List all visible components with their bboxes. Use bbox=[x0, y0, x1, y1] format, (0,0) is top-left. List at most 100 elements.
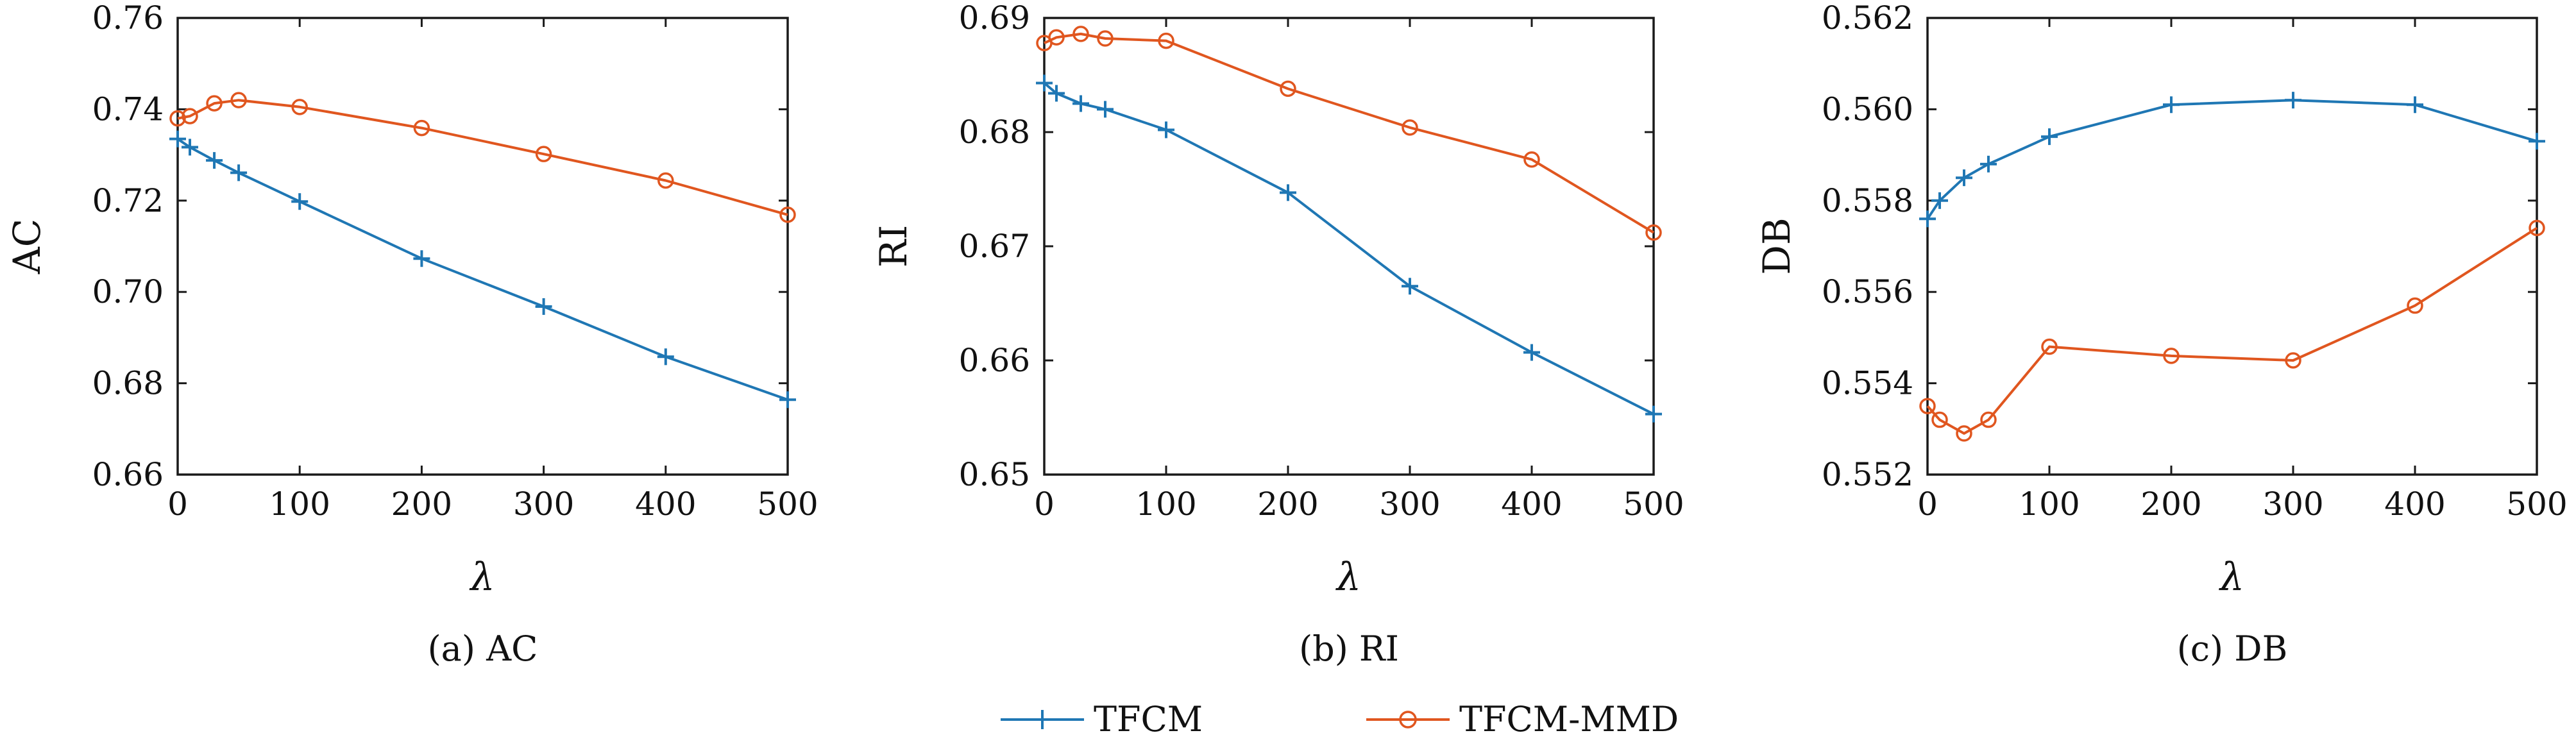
data-point-tfcm-mmd bbox=[1158, 32, 1174, 49]
x-tick-label: 500 bbox=[757, 485, 818, 523]
data-point-tfcm-mmd bbox=[1048, 29, 1065, 46]
series-line-tfcm-mmd bbox=[177, 99, 788, 216]
y-tick-label: 0.68 bbox=[92, 365, 164, 402]
y-axis-label: AC bbox=[5, 219, 49, 274]
data-point-tfcm bbox=[1402, 278, 1418, 295]
data-point-tfcm bbox=[2407, 96, 2423, 114]
y-tick-label: 0.70 bbox=[92, 273, 164, 310]
data-point-tfcm-mmd bbox=[291, 99, 308, 115]
x-axis-label: λ bbox=[469, 555, 495, 600]
x-tick-label: 500 bbox=[2506, 485, 2567, 523]
x-tick-label: 300 bbox=[513, 485, 574, 523]
data-point-tfcm-mmd bbox=[1280, 80, 1296, 97]
legend: TFCM TFCM-MMD bbox=[1001, 699, 1679, 739]
y-axis-label: RI bbox=[872, 225, 915, 268]
series-tfcm-mmd bbox=[1919, 219, 2545, 442]
data-point-tfcm bbox=[206, 152, 223, 169]
chart-panel-ri: 0 100 200 300 400 500 0.65 0.66 0.67 0.68 0.69 RI λ (… bbox=[872, 0, 1684, 669]
series-line-tfcm bbox=[1043, 81, 1654, 416]
series-line-tfcm-mmd bbox=[1044, 32, 1655, 234]
x-axis-label: λ bbox=[1335, 555, 1361, 600]
data-point-tfcm-mmd bbox=[2407, 297, 2423, 314]
chart-panel-ac: 0 100 200 300 400 500 0.66 0.68 0.70 0.72 0.74 0.76… bbox=[5, 0, 818, 669]
data-point-tfcm bbox=[1523, 344, 1540, 361]
x-tick-label: 100 bbox=[269, 485, 330, 523]
data-point-tfcm bbox=[291, 193, 309, 210]
data-point-tfcm-mmd bbox=[1980, 411, 1997, 428]
data-point-tfcm bbox=[1980, 155, 1997, 173]
data-point-tfcm bbox=[2041, 128, 2058, 146]
data-point-tfcm-mmd bbox=[1072, 26, 1089, 42]
data-point-tfcm-mmd bbox=[1097, 30, 1114, 47]
data-point-tfcm-mmd bbox=[230, 92, 247, 108]
data-point-tfcm-mmd bbox=[1931, 411, 1948, 428]
series-line-tfcm bbox=[1926, 99, 2538, 220]
data-point-tfcm bbox=[1931, 192, 1948, 209]
x-tick-label: 300 bbox=[2262, 485, 2323, 523]
data-point-tfcm bbox=[1645, 405, 1662, 423]
series-tfcm-mmd bbox=[1036, 26, 1662, 241]
data-point-tfcm bbox=[169, 130, 186, 148]
y-tick-label: 0.65 bbox=[959, 456, 1030, 493]
series-line-tfcm bbox=[176, 138, 788, 401]
y-tick-label: 0.562 bbox=[1822, 0, 1913, 37]
y-tick-label: 0.560 bbox=[1822, 90, 1913, 128]
data-point-tfcm bbox=[1956, 169, 1972, 187]
data-point-tfcm bbox=[1072, 95, 1089, 112]
data-point-tfcm-mmd bbox=[1402, 119, 1418, 136]
data-point-tfcm-mmd bbox=[657, 172, 674, 189]
data-point-tfcm-mmd bbox=[1523, 151, 1540, 168]
x-tick-label: 400 bbox=[1501, 485, 1562, 523]
legend-label-tfcm: TFCM bbox=[1094, 699, 1203, 739]
series-tfcm bbox=[1919, 92, 2545, 228]
chart-panels: 0 100 200 300 400 500 0.66 0.68 0.70 0.72 0.74 0.76… bbox=[5, 0, 2568, 669]
data-point-tfcm bbox=[779, 391, 796, 409]
legend-marker-tfcm-mmd bbox=[1399, 711, 1417, 729]
data-point-tfcm-mmd bbox=[182, 108, 198, 124]
panel-caption: (b) RI bbox=[1299, 628, 1399, 669]
y-tick-label: 0.67 bbox=[959, 228, 1030, 265]
data-point-tfcm bbox=[1036, 74, 1053, 92]
legend-label-tfcm-mmd: TFCM-MMD bbox=[1459, 699, 1679, 739]
data-point-tfcm bbox=[1048, 85, 1065, 102]
x-tick-label: 400 bbox=[2384, 485, 2445, 523]
series-line-tfcm-mmd bbox=[1926, 226, 2538, 435]
series-tfcm bbox=[169, 130, 796, 409]
y-tick-label: 0.556 bbox=[1822, 273, 1913, 310]
data-point-tfcm bbox=[230, 164, 248, 181]
y-tick-label: 0.552 bbox=[1822, 456, 1913, 493]
x-tick-label: 200 bbox=[391, 485, 452, 523]
y-tick-label: 0.72 bbox=[92, 182, 164, 219]
x-tick-label: 200 bbox=[2140, 485, 2201, 523]
data-point-tfcm bbox=[657, 348, 674, 366]
legend-marker-tfcm bbox=[1033, 710, 1052, 729]
x-tick-label: 500 bbox=[1623, 485, 1684, 523]
y-tick-label: 0.68 bbox=[959, 114, 1030, 151]
data-point-tfcm bbox=[1919, 210, 1936, 228]
data-point-tfcm-mmd bbox=[413, 119, 430, 137]
x-tick-label: 300 bbox=[1379, 485, 1440, 523]
data-point-tfcm-mmd bbox=[779, 207, 796, 223]
x-tick-label: 100 bbox=[1135, 485, 1196, 523]
x-tick-label: 0 bbox=[167, 485, 188, 523]
y-tick-label: 0.69 bbox=[959, 0, 1030, 37]
data-point-tfcm-mmd bbox=[2285, 352, 2301, 369]
data-point-tfcm bbox=[1158, 121, 1174, 139]
data-point-tfcm-mmd bbox=[2163, 348, 2180, 364]
data-point-tfcm bbox=[1097, 101, 1114, 118]
data-point-tfcm-mmd bbox=[2041, 338, 2058, 355]
panel-caption: (a) AC bbox=[428, 628, 538, 669]
data-point-tfcm-mmd bbox=[169, 110, 186, 127]
data-point-tfcm-mmd bbox=[535, 146, 552, 162]
data-point-tfcm bbox=[1280, 184, 1296, 201]
y-tick-label: 0.74 bbox=[92, 90, 164, 128]
data-point-tfcm bbox=[2285, 92, 2301, 109]
x-tick-label: 0 bbox=[1917, 485, 1938, 523]
data-point-tfcm bbox=[2529, 133, 2545, 150]
data-point-tfcm-mmd bbox=[2529, 219, 2545, 237]
series-tfcm bbox=[1036, 74, 1662, 423]
data-point-tfcm bbox=[413, 250, 430, 267]
x-tick-label: 400 bbox=[635, 485, 696, 523]
x-tick-label: 200 bbox=[1257, 485, 1318, 523]
